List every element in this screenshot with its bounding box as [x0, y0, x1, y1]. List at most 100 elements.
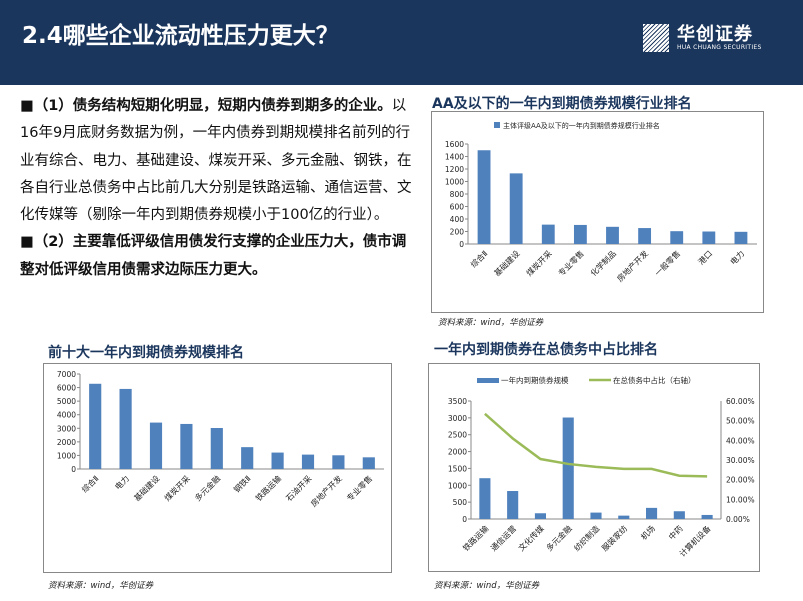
- legend-swatch: [494, 122, 500, 128]
- y2-tick-label: 0.00%: [726, 515, 750, 524]
- y-tick-label: 1000: [445, 178, 464, 187]
- bar: [479, 478, 491, 519]
- x-tick-label: 多元金融: [544, 523, 574, 553]
- logo-en: HUA CHUANG SECURITIES: [677, 44, 762, 51]
- x-tick-label: 钢铁Ⅱ: [231, 473, 252, 494]
- bar: [509, 173, 523, 244]
- y-tick-label: 1000: [448, 481, 467, 490]
- legend-line-label: 在总债务中占比（右轴）: [613, 375, 696, 385]
- bar: [701, 514, 713, 519]
- bar: [149, 422, 163, 469]
- x-tick-label: 机场: [639, 523, 657, 541]
- x-tick-label: 综合Ⅱ: [79, 473, 100, 494]
- bar: [119, 388, 132, 469]
- point-1-heading: ■（1）债务结构短期化明显，短期内债券到期多的企业。: [20, 98, 392, 114]
- share-line: [484, 412, 708, 478]
- y2-tick-label: 10.00%: [726, 495, 755, 504]
- y-tick-label: 2500: [448, 431, 467, 440]
- x-tick-label: 服装家纺: [599, 523, 629, 553]
- bar: [618, 515, 630, 519]
- chart3-box: 0 500 1000 1500 2000 2500 3000 3500 铁路运输 通信运营 文化传媒…: [428, 363, 760, 572]
- y-tick-label: 7000: [57, 370, 76, 379]
- company-logo: 华创证券 HUA CHUANG SECURITIES: [643, 20, 783, 54]
- logo-cube-icon: [643, 24, 669, 52]
- x-tick-label: 煤炭开采: [524, 248, 554, 278]
- x-tick-label: 基础建设: [492, 248, 522, 278]
- bar: [332, 455, 345, 469]
- y-tick-label: 2000: [448, 448, 467, 457]
- bar: [541, 224, 555, 244]
- chart2-svg: 0 1000 2000 3000 4000 5000 6000 7000 综合Ⅱ 电力 基础建设 煤炭…: [57, 370, 384, 509]
- x-tick-label: 通信运营: [488, 523, 518, 553]
- x-tick-label: 港口: [696, 248, 714, 266]
- legend-bar-swatch: [477, 378, 499, 383]
- bar: [638, 228, 652, 244]
- y2-tick-label: 50.00%: [726, 417, 755, 426]
- y-tick-label: 0: [462, 515, 467, 524]
- y2-tick-label: 30.00%: [726, 456, 755, 465]
- x-tick-label: 纺织制造: [572, 523, 602, 553]
- chart1-title: AA及以下的一年内到期债券规模行业排名: [432, 96, 692, 112]
- x-tick-label: 一般零售: [652, 248, 682, 278]
- body-text: ■（1）债务结构短期化明显，短期内债券到期多的企业。以16年9月底财务数据为例，…: [20, 93, 420, 284]
- y-tick-label: 3500: [448, 397, 467, 406]
- y-tick-label: 1000: [57, 451, 76, 460]
- y-tick-label: 1400: [445, 153, 464, 162]
- bar: [180, 423, 193, 469]
- y-tick-label: 4000: [57, 411, 76, 420]
- x-tick-label: 房地产开发: [615, 248, 650, 283]
- bar: [507, 491, 519, 519]
- y-tick-label: 500: [453, 498, 468, 507]
- x-tick-label: 房地产开发: [308, 473, 343, 508]
- y-tick-label: 3000: [448, 414, 467, 423]
- bar: [210, 428, 223, 469]
- x-tick-label: 综合Ⅱ: [468, 248, 489, 269]
- bar: [734, 231, 748, 244]
- chart1-source: 资料来源：wind，华创证券: [438, 318, 544, 328]
- header-bar: 2.4哪些企业流动性压力更大？ 华创证券 HUA CHUANG SECURITI…: [0, 0, 803, 85]
- chart2-box: 0 1000 2000 3000 4000 5000 6000 7000 综合Ⅱ 电力 基础建设 煤炭…: [43, 363, 392, 573]
- y-tick-label: 1200: [445, 165, 464, 174]
- legend-label: 主体评级AA及以下的一年内到期债券规模行业排名: [503, 121, 660, 130]
- y-tick-label: 200: [450, 228, 465, 237]
- y-tick-label: 5000: [57, 397, 76, 406]
- y-tick-label: 0: [71, 465, 76, 474]
- x-tick-label: 多元金融: [193, 473, 223, 503]
- point-2-heading: ■（2）主要靠低评级信用债发行支撑的企业压力大，债市调整对低评级信用债需求边际压…: [20, 234, 407, 278]
- y-tick-label: 3000: [57, 424, 76, 433]
- chart2-title: 前十大一年内到期债券规模排名: [48, 345, 244, 361]
- chart3-svg: 0 500 1000 1500 2000 2500 3000 3500 铁路运输通信运营文化传媒…: [448, 375, 755, 559]
- y-tick-label: 0: [459, 240, 464, 249]
- x-tick-label: 专业零售: [556, 248, 586, 278]
- x-tick-label: 化学制品: [588, 248, 618, 278]
- bar: [362, 457, 375, 469]
- bar: [606, 226, 619, 244]
- bar: [241, 447, 254, 469]
- bar: [646, 507, 658, 519]
- bar: [477, 150, 491, 244]
- legend-bar-label: 一年内到期债券规模: [501, 375, 569, 385]
- chart2-source: 资料来源：wind，华创证券: [48, 581, 154, 591]
- logo-cn: 华创证券: [677, 24, 753, 45]
- bar: [562, 417, 574, 519]
- y2-tick-label: 20.00%: [726, 476, 755, 485]
- x-tick-label: 文化传媒: [516, 523, 546, 553]
- bar: [590, 512, 602, 519]
- y-tick-label: 800: [450, 190, 465, 199]
- chart3-source: 资料来源：wind，华创证券: [434, 581, 540, 591]
- x-tick-label: 基础建设: [132, 473, 162, 503]
- y-tick-label: 400: [450, 215, 465, 224]
- bar: [89, 383, 102, 469]
- chart1-box: 0 200 400 600 800 1000 1200 1400 1600 综合Ⅱ 基础建设 煤炭开采…: [431, 111, 764, 313]
- x-tick-label: 石油开采: [284, 473, 314, 503]
- chart3-title: 一年内到期债券在总债务中占比排名: [434, 342, 658, 358]
- bar: [534, 513, 546, 519]
- x-tick-label: 电力: [113, 473, 131, 491]
- x-tick-label: 专业零售: [345, 473, 375, 503]
- bar: [702, 231, 716, 244]
- point-1-body: 以16年9月底财务数据为例，一年内债券到期规模排名前列的行业有综合、电力、基础建…: [20, 98, 412, 224]
- x-tick-label: 中药: [666, 523, 684, 541]
- bar: [573, 224, 587, 244]
- y-tick-label: 600: [450, 203, 465, 212]
- y2-tick-label: 60.00%: [726, 397, 755, 406]
